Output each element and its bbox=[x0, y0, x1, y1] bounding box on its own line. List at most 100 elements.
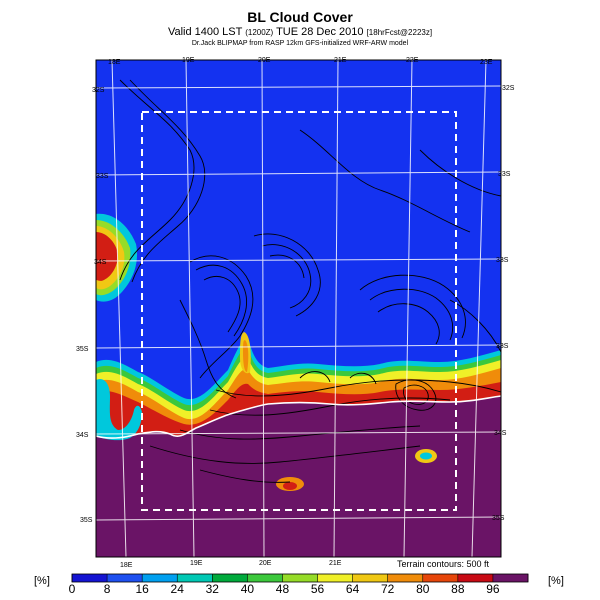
colorbar-tick-label: 40 bbox=[241, 582, 255, 596]
lat-label-right: 32S bbox=[502, 85, 515, 92]
valid-prefix: Valid 1400 LST bbox=[167, 26, 246, 38]
colorbar-swatch bbox=[387, 574, 424, 582]
contour-line bbox=[253, 233, 321, 317]
meridian bbox=[261, 60, 265, 557]
meridian bbox=[185, 60, 195, 557]
map-title: BL Cloud Cover bbox=[247, 9, 353, 25]
contour-line bbox=[269, 254, 305, 279]
lon-label-bottom: 18E bbox=[120, 562, 133, 569]
colorbar-tick-label: 16 bbox=[135, 582, 149, 596]
contour-line bbox=[359, 274, 466, 339]
colorbar-unit-left: [%] bbox=[34, 575, 50, 587]
meridian bbox=[111, 60, 127, 557]
colorbar-swatch bbox=[247, 574, 283, 582]
colorbar-tick-label: 64 bbox=[346, 582, 360, 596]
lat-label-left: 32S bbox=[92, 87, 105, 94]
lon-label-top: 21E bbox=[334, 57, 347, 64]
colorbar-tick-label: 0 bbox=[69, 582, 76, 596]
model-credit: Dr.Jack BLIPMAP from RASP 12km GFS-initi… bbox=[191, 40, 409, 47]
map-field bbox=[96, 60, 501, 557]
colorbar-swatch bbox=[492, 574, 529, 582]
lat-label-right: 33S bbox=[498, 171, 511, 178]
contour-line bbox=[377, 303, 440, 345]
lat-label-left: 35S bbox=[76, 346, 89, 353]
lon-label-bottom: 19E bbox=[190, 560, 203, 567]
contour-line bbox=[179, 425, 421, 440]
contour-line bbox=[199, 469, 291, 483]
lat-label-left: 34S bbox=[76, 432, 89, 439]
contour-line bbox=[299, 371, 331, 383]
colorbar-swatch bbox=[107, 574, 143, 582]
contour-line bbox=[195, 264, 247, 337]
cloud-spike-core bbox=[243, 340, 249, 372]
lat-label-left: 34S bbox=[94, 259, 107, 266]
contour-line bbox=[369, 288, 454, 341]
lon-label-top: 19E bbox=[182, 57, 195, 64]
colorbar-swatch bbox=[422, 574, 459, 582]
lat-label-left: 33S bbox=[96, 173, 109, 180]
contour-line bbox=[129, 79, 206, 283]
colorbar-tick-label: 72 bbox=[381, 582, 395, 596]
colorbar-swatch bbox=[317, 574, 354, 582]
cloud-gap-south-core bbox=[283, 482, 297, 490]
parallel bbox=[96, 85, 501, 89]
lat-label-right: 34S bbox=[494, 430, 507, 437]
lat-label-right: 33S bbox=[496, 343, 509, 350]
overcast-area bbox=[96, 396, 501, 557]
colorbar-tick-label: 24 bbox=[171, 582, 185, 596]
colorbar-tick-label: 8 bbox=[104, 582, 111, 596]
contour-line bbox=[203, 276, 241, 333]
lat-label-right: 35S bbox=[492, 515, 505, 522]
contour-line bbox=[403, 384, 429, 405]
utc-time: (1200Z) bbox=[245, 28, 274, 37]
colorbar-unit-right: [%] bbox=[548, 575, 564, 587]
colorbar-swatch bbox=[352, 574, 389, 582]
meridian bbox=[333, 60, 339, 557]
lon-label-bottom: 20E bbox=[259, 560, 272, 567]
colorbar-swatch bbox=[282, 574, 319, 582]
lon-label-top: 18E bbox=[108, 59, 121, 66]
contour-line bbox=[299, 129, 471, 233]
colorbar-swatch bbox=[457, 574, 494, 582]
lon-label-top: 20E bbox=[258, 57, 271, 64]
colorbar-tick-label: 96 bbox=[486, 582, 500, 596]
valid-date: TUE 28 Dec 2010 bbox=[273, 26, 367, 38]
colorbar-swatch bbox=[212, 574, 248, 582]
colorbar: 0 8 16 24 32 40 48 56 64 72 80 88 96 bbox=[69, 573, 529, 596]
contour-line bbox=[189, 255, 254, 379]
parallel bbox=[96, 258, 501, 262]
forecast-info: [18hrFcst@2223z] bbox=[366, 28, 433, 37]
contour-line bbox=[261, 244, 312, 309]
contour-line bbox=[149, 445, 421, 464]
lat-label-left: 35S bbox=[80, 517, 93, 524]
contour-line bbox=[209, 397, 451, 416]
colorbar-swatch bbox=[142, 574, 178, 582]
cloud-gap-east-core bbox=[420, 452, 432, 460]
terrain-contour-note: Terrain contours: 500 ft bbox=[397, 559, 490, 569]
meridian bbox=[471, 60, 487, 557]
terrain-contours bbox=[119, 79, 501, 483]
colorbar-tick-label: 88 bbox=[451, 582, 465, 596]
colorbar-swatch bbox=[72, 574, 108, 582]
parallel bbox=[96, 516, 501, 521]
west-cloud-red bbox=[96, 232, 118, 281]
contour-line bbox=[179, 299, 237, 399]
lat-label-right: 33S bbox=[496, 257, 509, 264]
parallel bbox=[96, 431, 501, 435]
colorbar-tick-label: 56 bbox=[311, 582, 325, 596]
colorbar-tick-label: 32 bbox=[206, 582, 220, 596]
parallel bbox=[96, 171, 501, 176]
parallel bbox=[96, 344, 501, 349]
contour-line bbox=[349, 372, 377, 385]
colorbar-swatch bbox=[177, 574, 213, 582]
lon-label-top: 23E bbox=[480, 59, 493, 66]
inner-domain-box bbox=[141, 111, 457, 511]
contour-line bbox=[419, 149, 501, 197]
colorbar-tick-label: 80 bbox=[416, 582, 430, 596]
cloud-edge-outline bbox=[96, 395, 501, 439]
coast-cloud-strip bbox=[96, 378, 142, 441]
map-frame bbox=[95, 59, 502, 558]
colorbar-tick-label: 48 bbox=[276, 582, 290, 596]
graticule bbox=[96, 60, 501, 557]
